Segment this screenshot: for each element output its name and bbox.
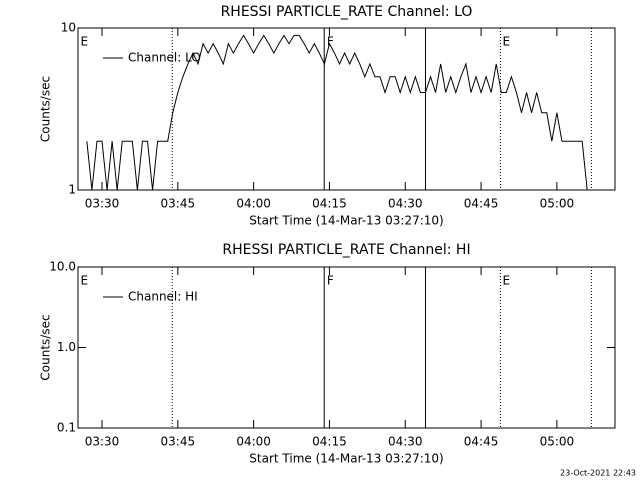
legend-label: Channel: LO: [128, 51, 201, 65]
y-tick-label: 1: [68, 183, 76, 197]
x-tick-label: 03:30: [85, 435, 120, 449]
flag-label: E: [81, 274, 89, 288]
x-tick-label: 04:00: [236, 197, 271, 211]
x-tick-label: 04:15: [312, 197, 347, 211]
x-tick-label: 05:00: [540, 197, 575, 211]
x-tick-label: 03:45: [161, 435, 196, 449]
x-tick-label: 04:45: [464, 435, 499, 449]
y-axis-label: Counts/sec: [39, 314, 53, 380]
x-tick-label: 04:45: [464, 197, 499, 211]
chart-title: RHESSI PARTICLE_RATE Channel: LO: [221, 4, 473, 20]
x-tick-label: 04:30: [388, 197, 423, 211]
x-tick-label: 03:45: [161, 197, 196, 211]
legend-label: Channel: HI: [128, 290, 198, 304]
y-tick-label: 0.1: [57, 421, 76, 435]
x-tick-label: 04:15: [312, 435, 347, 449]
flag-label: F: [327, 274, 334, 288]
plot-frame: [77, 27, 616, 191]
y-tick-label: 10: [61, 21, 76, 35]
y-tick-label: 10.0: [49, 260, 76, 274]
flag-label: F: [327, 35, 334, 49]
x-axis-label: Start Time (14-Mar-13 03:27:10): [249, 214, 443, 228]
x-axis-label: Start Time (14-Mar-13 03:27:10): [249, 452, 443, 466]
x-tick-label: 05:00: [540, 435, 575, 449]
flag-label: E: [503, 274, 511, 288]
y-tick-label: 1.0: [57, 340, 76, 354]
x-tick-label: 04:30: [388, 435, 423, 449]
chart-title: RHESSI PARTICLE_RATE Channel: HI: [222, 242, 470, 258]
x-tick-label: 03:30: [85, 197, 120, 211]
footer: 23-Oct-2021 22:43: [560, 469, 636, 478]
flag-label: E: [81, 35, 89, 49]
y-axis-label: Counts/sec: [39, 76, 53, 142]
flag-label: E: [503, 35, 511, 49]
x-tick-label: 04:00: [236, 435, 271, 449]
data-line: [86, 34, 588, 191]
